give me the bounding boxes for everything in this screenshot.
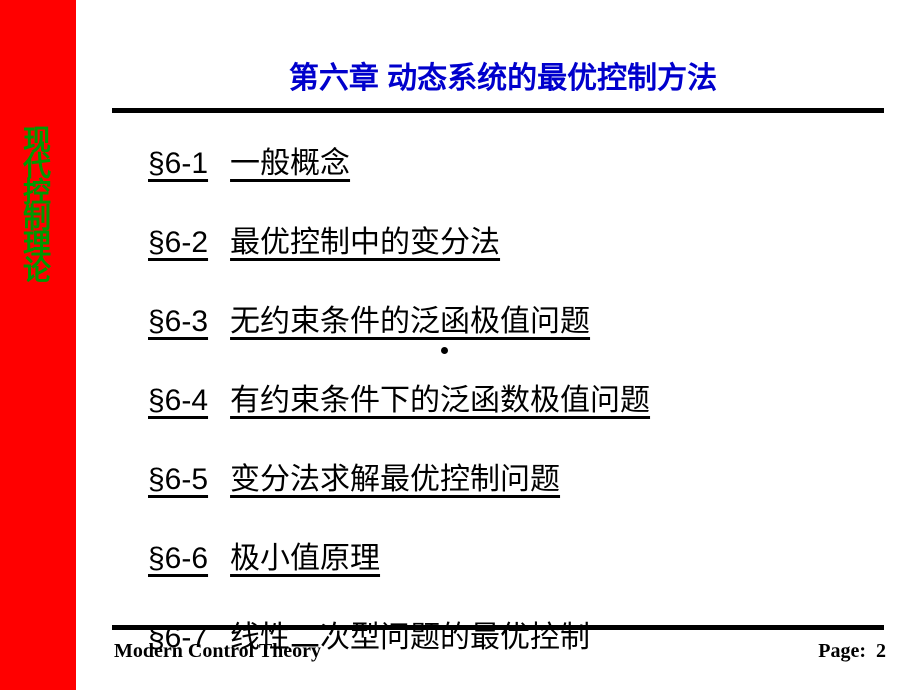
section-number: §6-6 [148,542,208,575]
section-title: 变分法求解最优控制问题 [230,463,560,496]
section-number: §6-4 [148,384,208,417]
page-number: 2 [876,640,886,662]
sidebar: 现代控制理论 [0,0,76,690]
section-title: 最优控制中的变分法 [230,226,500,259]
divider-top [112,108,884,113]
toc-item[interactable]: §6-5 变分法求解最优控制问题 [148,454,838,498]
toc-item[interactable]: §6-6 极小值原理 [148,533,838,577]
toc-item[interactable]: §6-3 无约束条件的泛函极值问题 [148,296,838,340]
footer-right: Page: 2 [818,640,886,663]
page-label: Page: [818,640,866,662]
chapter-title: 第六章 动态系统的最优控制方法 [76,53,920,97]
footer-left-text: Modern Control Theory [114,640,321,663]
toc-item[interactable]: §6-1 一般概念 [148,138,838,182]
section-title: 有约束条件下的泛函数极值问题 [230,384,650,417]
slide-center-marker [441,347,448,354]
section-title: 极小值原理 [230,542,380,575]
section-number: §6-2 [148,226,208,259]
sidebar-vertical-title: 现代控制理论 [20,125,48,281]
main-content: 第六章 动态系统的最优控制方法 §6-1 一般概念 §6-2 最优控制中的变分法 §… [76,0,920,690]
toc-item[interactable]: §6-4 有约束条件下的泛函数极值问题 [148,375,838,419]
toc-item[interactable]: §6-2 最优控制中的变分法 [148,217,838,261]
section-number: §6-1 [148,147,208,180]
divider-bottom [112,625,884,630]
section-title: 无约束条件的泛函极值问题 [230,305,590,338]
section-number: §6-5 [148,463,208,496]
section-number: §6-3 [148,305,208,338]
toc-list: §6-1一般概念 §6-2最优控制中的变分法 §6-3无约束条件的泛函极值问题 … [148,138,838,691]
section-title: 一般概念 [230,147,350,180]
